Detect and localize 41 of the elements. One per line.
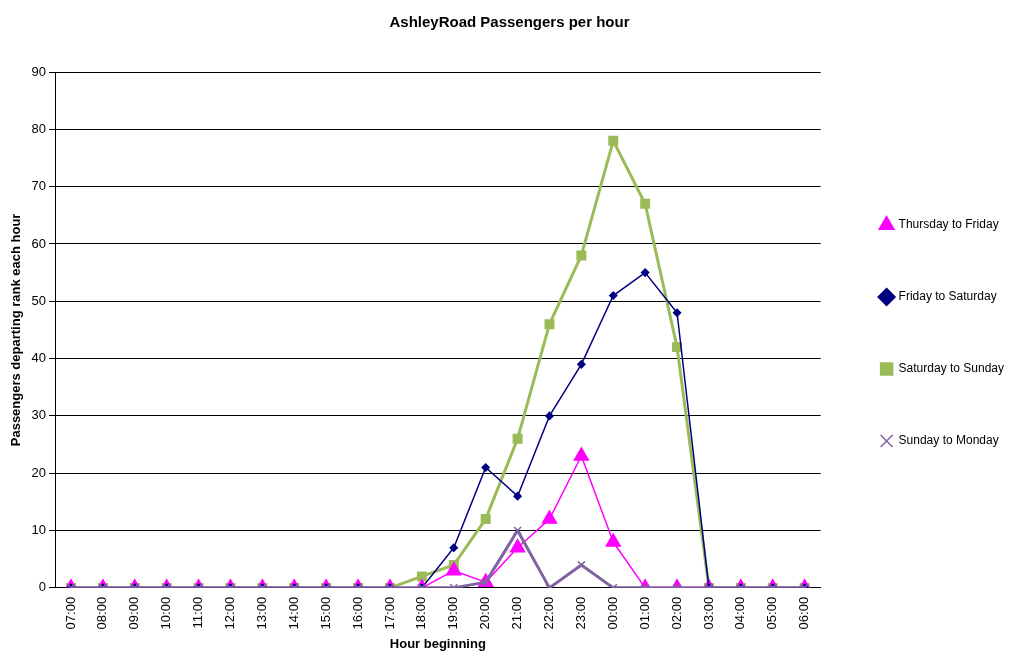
chart-title: AshleyRoad Passengers per hour — [389, 13, 630, 31]
y-tick-label: 20 — [31, 464, 47, 480]
y-tick-label: 80 — [31, 120, 47, 136]
x-axis-title: Hour beginning — [389, 635, 486, 651]
x-tick-label: 05:00 — [764, 596, 780, 630]
y-tick-label: 30 — [31, 407, 47, 423]
x-tick-label: 11:00 — [190, 596, 206, 629]
y-tick-label: 90 — [31, 63, 47, 79]
y-tick-label: 10 — [31, 522, 47, 538]
y-tick-label: 70 — [31, 178, 47, 194]
x-tick-label: 08:00 — [94, 596, 110, 630]
x-tick-label: 18:00 — [413, 596, 429, 630]
legend-label: Sunday to Monday — [898, 433, 999, 448]
x-tick-label: 00:00 — [604, 596, 620, 630]
legend-label: Thursday to Friday — [898, 217, 999, 232]
x-tick-label: 07:00 — [62, 596, 78, 630]
x-tick-label: 12:00 — [222, 596, 238, 630]
x-tick-label: 09:00 — [126, 596, 142, 630]
x-tick-label: 16:00 — [349, 596, 365, 630]
legend-label: Saturday to Sunday — [898, 361, 1004, 376]
y-tick-label: 0 — [38, 579, 47, 595]
x-tick-label: 02:00 — [668, 596, 684, 630]
x-tick-label: 04:00 — [732, 596, 748, 630]
x-tick-label: 21:00 — [509, 596, 525, 630]
x-tick-label: 23:00 — [572, 596, 588, 630]
x-tick-label: 06:00 — [796, 596, 812, 630]
x-tick-label: 20:00 — [477, 596, 493, 630]
x-tick-label: 15:00 — [317, 596, 333, 630]
y-tick-label: 60 — [31, 235, 47, 251]
x-tick-label: 19:00 — [445, 596, 461, 630]
x-tick-label: 13:00 — [253, 596, 269, 630]
y-tick-label: 50 — [31, 292, 47, 308]
x-tick-label: 03:00 — [700, 596, 716, 630]
x-tick-label: 14:00 — [285, 596, 301, 630]
x-tick-label: 17:00 — [381, 596, 397, 630]
x-tick-label: 01:00 — [636, 596, 652, 630]
x-tick-label: 10:00 — [158, 596, 174, 630]
x-tick-label: 22:00 — [541, 596, 557, 630]
y-axis-title: Passengers departing rank each hour — [8, 213, 24, 447]
legend-label: Friday to Saturday — [898, 289, 997, 304]
y-tick-label: 40 — [31, 350, 47, 366]
